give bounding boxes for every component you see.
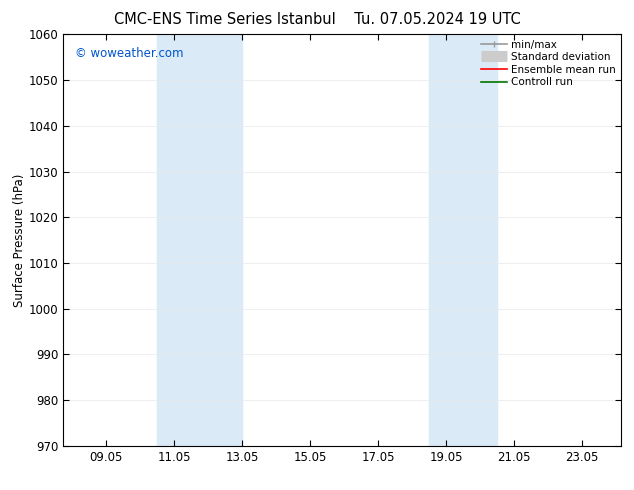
Legend: min/max, Standard deviation, Ensemble mean run, Controll run: min/max, Standard deviation, Ensemble me… (479, 37, 618, 89)
Bar (429, 34, 497, 446)
Y-axis label: Surface Pressure (hPa): Surface Pressure (hPa) (13, 173, 26, 307)
Text: © woweather.com: © woweather.com (75, 47, 183, 60)
Bar (157, 34, 242, 446)
Text: CMC-ENS Time Series Istanbul    Tu. 07.05.2024 19 UTC: CMC-ENS Time Series Istanbul Tu. 07.05.2… (113, 12, 521, 27)
